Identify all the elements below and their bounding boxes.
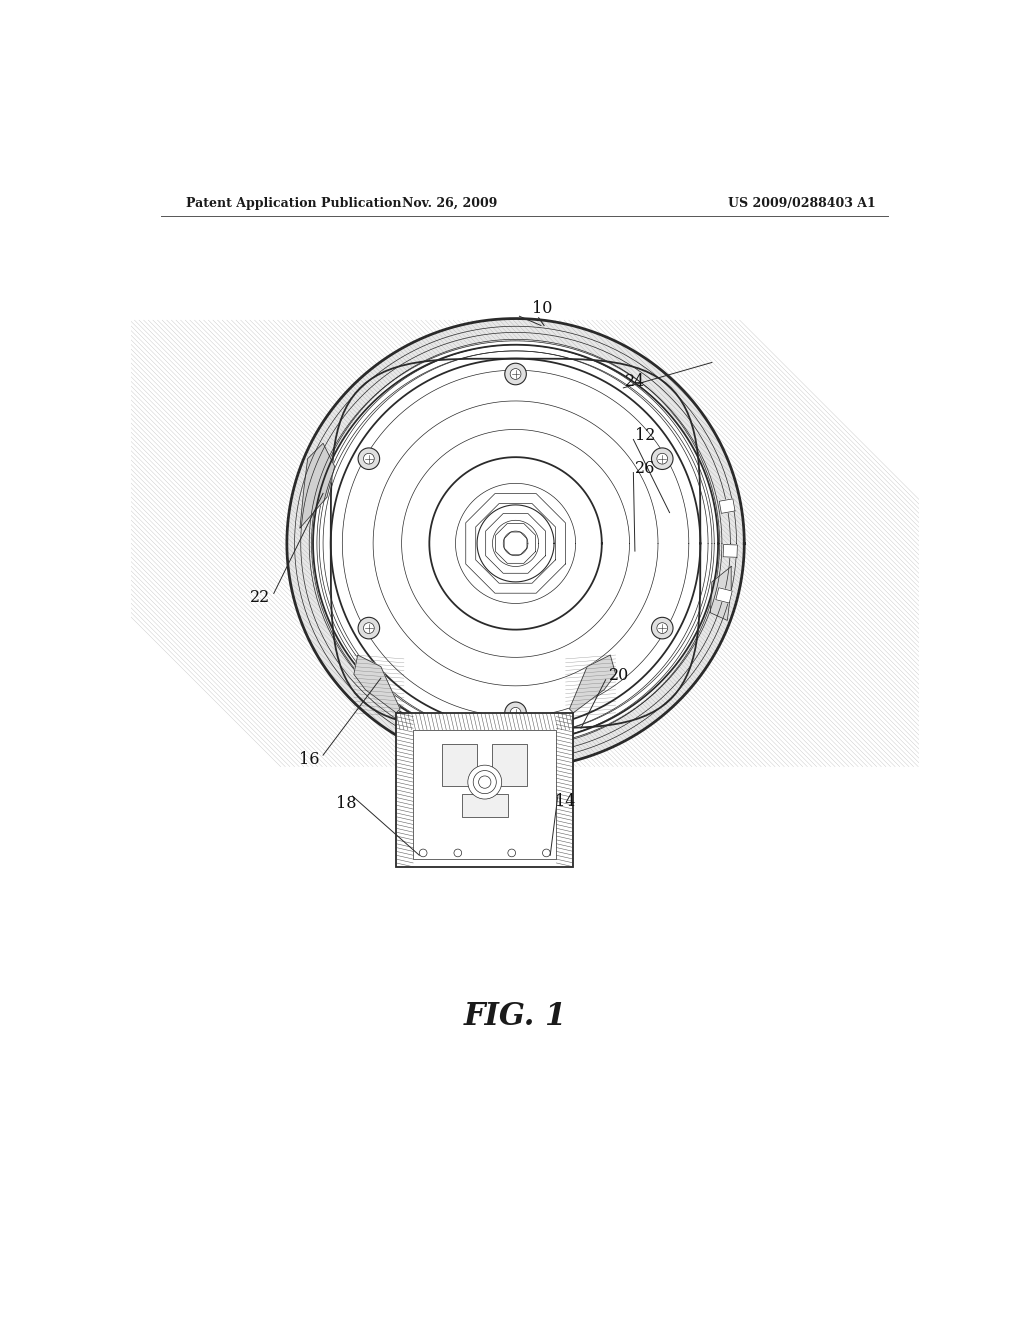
Text: 24: 24 — [625, 374, 645, 391]
Circle shape — [331, 359, 700, 729]
Text: Nov. 26, 2009: Nov. 26, 2009 — [402, 197, 498, 210]
Polygon shape — [719, 499, 735, 513]
Circle shape — [468, 766, 502, 799]
Circle shape — [364, 623, 374, 634]
Circle shape — [505, 702, 526, 723]
Circle shape — [656, 453, 668, 465]
Polygon shape — [716, 587, 732, 603]
Text: 16: 16 — [299, 751, 319, 767]
Text: 22: 22 — [250, 589, 270, 606]
Text: Patent Application Publication: Patent Application Publication — [186, 197, 401, 210]
Circle shape — [510, 368, 521, 379]
Circle shape — [510, 708, 521, 718]
Text: 20: 20 — [609, 668, 630, 684]
Circle shape — [651, 618, 673, 639]
Text: 12: 12 — [635, 428, 655, 444]
Circle shape — [651, 447, 673, 470]
Circle shape — [454, 849, 462, 857]
Text: US 2009/0288403 A1: US 2009/0288403 A1 — [728, 197, 876, 210]
Circle shape — [478, 776, 490, 788]
Circle shape — [358, 618, 380, 639]
Text: 26: 26 — [635, 461, 655, 478]
Bar — [413, 730, 556, 859]
Circle shape — [313, 342, 717, 744]
Circle shape — [543, 849, 550, 857]
Circle shape — [656, 623, 668, 634]
Bar — [462, 793, 508, 817]
Text: 14: 14 — [555, 793, 575, 810]
Text: 10: 10 — [532, 300, 553, 317]
Circle shape — [364, 453, 374, 465]
Circle shape — [419, 849, 427, 857]
Circle shape — [473, 771, 497, 793]
Bar — [396, 713, 573, 867]
Text: 18: 18 — [336, 795, 356, 812]
Text: FIG. 1: FIG. 1 — [464, 1002, 567, 1032]
Circle shape — [505, 363, 526, 385]
Polygon shape — [711, 566, 731, 620]
Polygon shape — [354, 655, 400, 713]
Bar — [493, 743, 527, 785]
Polygon shape — [723, 544, 737, 557]
Polygon shape — [569, 655, 615, 713]
Circle shape — [508, 849, 515, 857]
Bar — [442, 743, 477, 785]
Circle shape — [358, 447, 380, 470]
Polygon shape — [300, 444, 335, 528]
PathPatch shape — [289, 321, 742, 767]
